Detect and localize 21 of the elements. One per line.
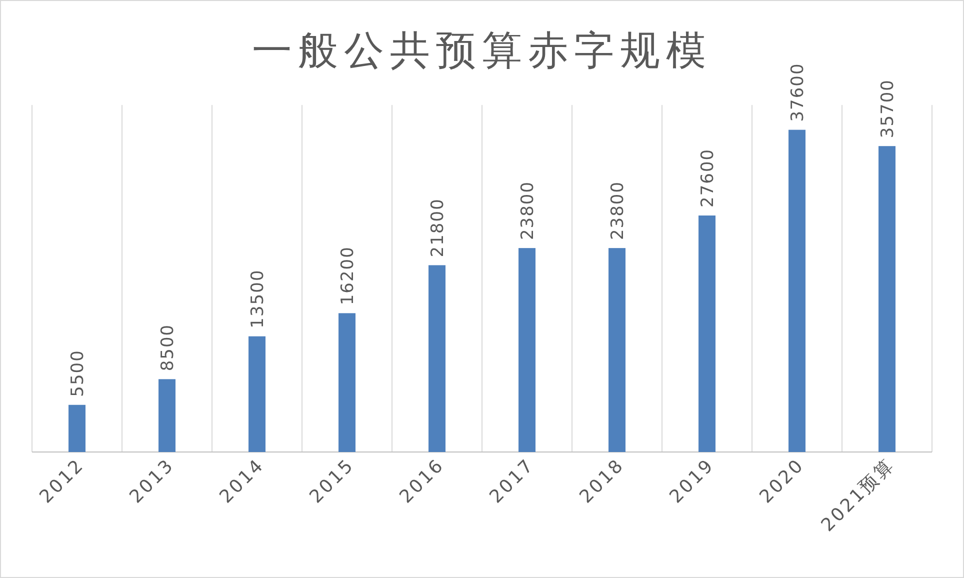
bar <box>248 336 266 452</box>
data-label: 23800 <box>608 180 628 240</box>
data-label: 8500 <box>158 324 178 372</box>
bar <box>68 404 86 452</box>
bar <box>428 265 446 452</box>
bar <box>158 379 176 452</box>
data-label: 23800 <box>518 180 538 240</box>
data-label: 21800 <box>428 198 448 258</box>
data-label: 37600 <box>788 62 808 122</box>
data-label: 27600 <box>698 148 718 208</box>
bar <box>878 146 896 452</box>
data-label: 13500 <box>248 269 268 328</box>
chart-title: 一般公共预算赤字规模 <box>252 28 712 74</box>
bar <box>608 248 626 452</box>
data-label: 35700 <box>878 78 898 138</box>
bar <box>698 216 716 452</box>
data-label: 16200 <box>338 246 358 306</box>
data-label: 5500 <box>68 350 88 397</box>
bar <box>338 313 356 452</box>
bar <box>518 248 536 452</box>
bar <box>788 130 806 452</box>
